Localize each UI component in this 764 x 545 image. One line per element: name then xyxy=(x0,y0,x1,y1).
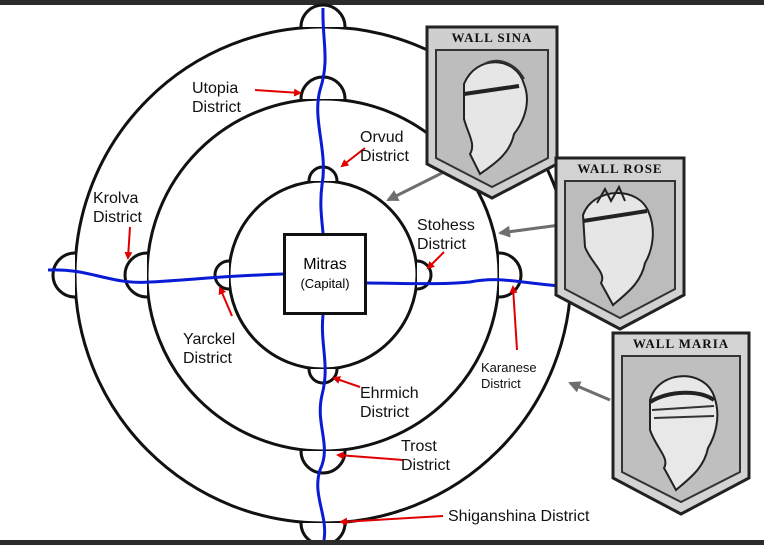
wall-rose-emblem-shield xyxy=(554,156,686,331)
krolva-name: Krolva xyxy=(93,190,139,207)
ehrmich-name: Ehrmich xyxy=(360,385,419,402)
wall-sina-emblem-shield xyxy=(425,25,559,200)
ehrmich-suffix: District xyxy=(360,404,409,421)
district-bulge-wall-maria-west xyxy=(51,251,76,299)
trost-name: Trost xyxy=(401,438,437,455)
district-bulge-yarckel xyxy=(213,259,230,291)
yarckel-pointer-arrow xyxy=(218,286,233,317)
yarckel-suffix: District xyxy=(183,350,232,367)
karanese-pointer-arrow xyxy=(509,285,518,351)
wall-sina-emblem-arrow xyxy=(386,168,449,202)
river-east-west xyxy=(47,268,561,288)
shiganshina-district-label: Shiganshina District xyxy=(448,508,590,525)
karanese-suffix: District xyxy=(481,376,521,391)
district-bulge-krolva xyxy=(123,251,148,299)
krolva-district-label: Krolva District xyxy=(93,189,142,227)
wall-maria-emblem-arrow xyxy=(568,381,611,402)
stohess-name: Stohess xyxy=(417,217,475,234)
utopia-name: Utopia xyxy=(192,80,239,97)
district-bulge-ehrmich xyxy=(307,368,339,385)
stohess-pointer-arrow xyxy=(426,251,445,270)
ehrmich-pointer-arrow xyxy=(332,376,361,388)
orvud-suffix: District xyxy=(360,148,409,165)
orvud-district-label: Orvud District xyxy=(360,128,409,166)
capital-subtitle: (Capital) xyxy=(300,276,350,291)
wall-maria-title: WALL MARIA xyxy=(632,336,730,351)
wall-rose-emblem-arrow xyxy=(498,223,561,238)
utopia-pointer-arrow xyxy=(254,88,302,97)
district-bulge-shiganshina xyxy=(299,522,347,545)
karanese-name: Karanese xyxy=(481,360,537,375)
krolva-suffix: District xyxy=(93,209,142,226)
yarckel-district-label: Yarckel District xyxy=(183,330,235,368)
utopia-district-label: Utopia District xyxy=(192,79,241,117)
orvud-name: Orvud xyxy=(360,129,404,146)
shiganshina-pointer-arrow xyxy=(339,515,444,526)
river-north-south xyxy=(316,7,327,541)
district-bulge-karanese xyxy=(498,251,523,299)
stohess-district-label: Stohess District xyxy=(417,216,475,254)
capital-mitras-box: Mitras (Capital) xyxy=(283,233,367,315)
bottom-border xyxy=(0,540,764,545)
trost-pointer-arrow xyxy=(336,451,404,461)
wall-rose-emblem: WALL ROSE xyxy=(553,155,687,331)
stohess-suffix: District xyxy=(417,236,466,253)
ehrmich-district-label: Ehrmich District xyxy=(360,384,419,422)
wall-sina-emblem: WALL SINA xyxy=(424,24,560,200)
top-border xyxy=(0,0,764,5)
karanese-district-label: Karanese District xyxy=(481,360,537,392)
trost-district-label: Trost District xyxy=(401,437,450,475)
wall-maria-emblem: WALL MARIA xyxy=(610,330,752,516)
capital-name: Mitras xyxy=(303,256,347,273)
krolva-pointer-arrow xyxy=(124,226,133,260)
yarckel-name: Yarckel xyxy=(183,331,236,348)
orvud-pointer-arrow xyxy=(340,147,366,168)
trost-suffix: District xyxy=(401,457,450,474)
wall-maria-emblem-shield xyxy=(611,331,751,516)
utopia-suffix: District xyxy=(192,99,241,116)
wall-rose-title: WALL ROSE xyxy=(577,161,663,176)
wall-sina-title: WALL SINA xyxy=(451,30,533,45)
